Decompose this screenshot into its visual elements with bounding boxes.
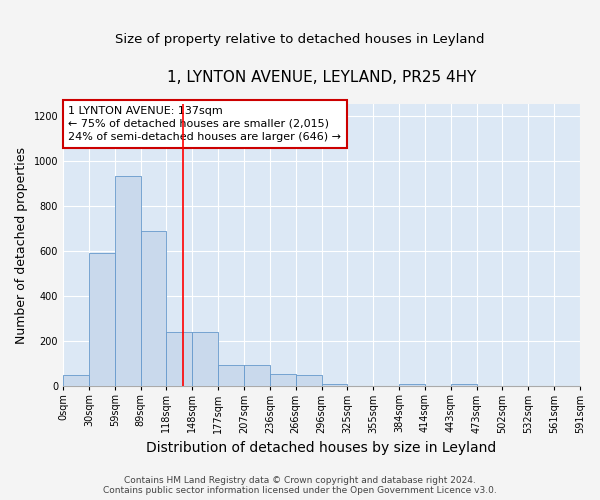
Bar (322, 384, 347, 386)
Bar (270, 374, 296, 386)
Bar (63, 375, 89, 386)
Bar (115, 176, 140, 386)
Bar (192, 332, 218, 386)
Text: Size of property relative to detached houses in Leyland: Size of property relative to detached ho… (115, 32, 485, 46)
Bar (166, 332, 192, 386)
Y-axis label: Number of detached properties: Number of detached properties (15, 147, 28, 344)
Title: 1, LYNTON AVENUE, LEYLAND, PR25 4HY: 1, LYNTON AVENUE, LEYLAND, PR25 4HY (167, 70, 476, 85)
Bar (218, 365, 244, 386)
Bar (140, 230, 166, 386)
Bar (451, 384, 476, 386)
Bar (89, 253, 115, 386)
Bar (399, 384, 425, 386)
Bar (296, 375, 322, 386)
Text: 1 LYNTON AVENUE: 137sqm
← 75% of detached houses are smaller (2,015)
24% of semi: 1 LYNTON AVENUE: 137sqm ← 75% of detache… (68, 106, 341, 142)
X-axis label: Distribution of detached houses by size in Leyland: Distribution of detached houses by size … (146, 441, 497, 455)
Text: Contains HM Land Registry data © Crown copyright and database right 2024.
Contai: Contains HM Land Registry data © Crown c… (103, 476, 497, 495)
Bar (244, 365, 270, 386)
